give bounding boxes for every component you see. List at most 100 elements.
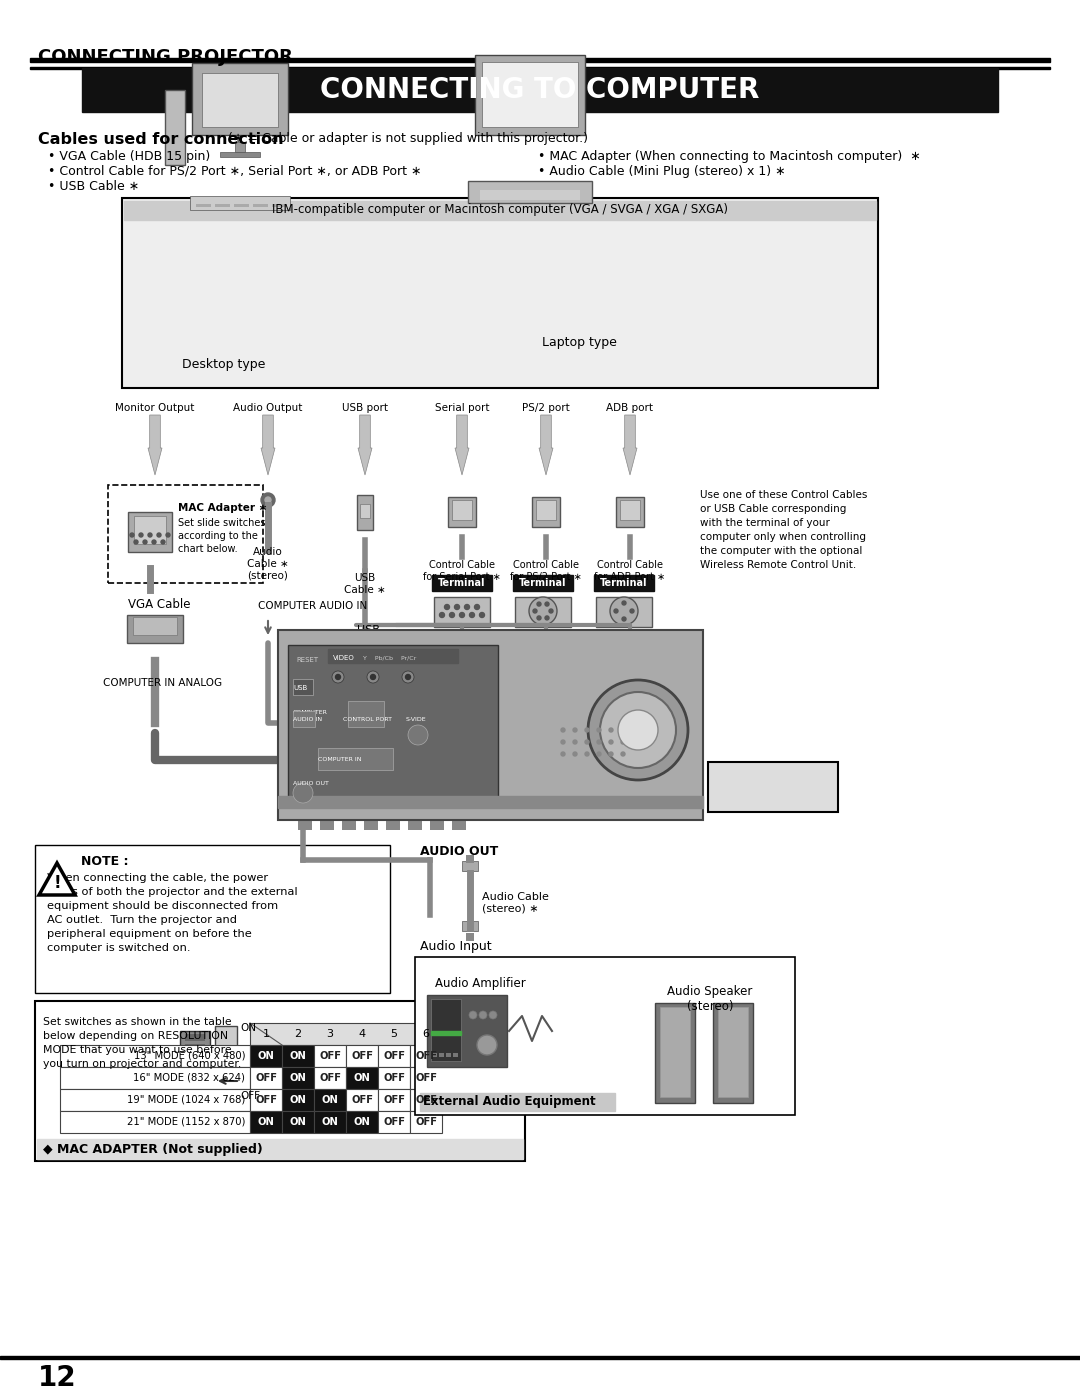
Text: ON: ON: [257, 1118, 274, 1127]
Text: Serial port: Serial port: [435, 402, 489, 414]
Bar: [616, 497, 644, 527]
Bar: [410, 1045, 442, 1067]
Bar: [420, 1092, 615, 1111]
Bar: [378, 1090, 410, 1111]
Text: Control Cable
for ADB Port ∗: Control Cable for ADB Port ∗: [594, 560, 665, 581]
Text: ON: ON: [353, 1073, 370, 1083]
Circle shape: [537, 616, 541, 620]
Circle shape: [618, 710, 658, 750]
Text: Audio Amplifier: Audio Amplifier: [434, 977, 525, 990]
Text: OFF: OFF: [383, 1095, 405, 1105]
Text: 19" MODE (1024 x 768): 19" MODE (1024 x 768): [126, 1095, 245, 1105]
Bar: [378, 1045, 410, 1067]
Circle shape: [561, 752, 565, 756]
Bar: [249, 1067, 282, 1090]
Bar: [378, 1067, 410, 1090]
Text: COMPUTER: COMPUTER: [293, 710, 328, 715]
Text: • Audio Cable (Mini Plug (stereo) x 1) ∗: • Audio Cable (Mini Plug (stereo) x 1) ∗: [538, 165, 785, 177]
Circle shape: [152, 541, 156, 543]
Bar: [192, 63, 288, 136]
Bar: [293, 679, 313, 694]
Text: 6: 6: [422, 1030, 430, 1039]
Polygon shape: [623, 415, 637, 475]
Bar: [434, 597, 490, 627]
Circle shape: [143, 541, 147, 543]
Bar: [348, 701, 384, 726]
Circle shape: [139, 534, 143, 536]
Bar: [190, 196, 291, 210]
Bar: [293, 711, 315, 726]
Text: AUDIO OUT: AUDIO OUT: [420, 845, 498, 858]
Circle shape: [474, 605, 480, 609]
Bar: [620, 500, 640, 520]
Circle shape: [622, 617, 626, 622]
Circle shape: [609, 752, 613, 756]
Bar: [596, 597, 652, 627]
Text: OFF: OFF: [383, 1051, 405, 1060]
Circle shape: [445, 605, 449, 609]
Circle shape: [469, 1011, 477, 1018]
Polygon shape: [357, 415, 372, 475]
Text: MAC Adapter ∗: MAC Adapter ∗: [178, 503, 268, 513]
Circle shape: [449, 612, 455, 617]
Circle shape: [534, 609, 537, 613]
Circle shape: [597, 740, 600, 745]
Bar: [60, 1045, 249, 1067]
Bar: [342, 820, 356, 830]
Circle shape: [609, 728, 613, 732]
Bar: [60, 1067, 249, 1090]
Text: VGA Cable: VGA Cable: [129, 598, 190, 610]
Polygon shape: [39, 863, 75, 895]
Text: OFF: OFF: [351, 1051, 373, 1060]
Bar: [364, 820, 378, 830]
Circle shape: [597, 752, 600, 756]
Text: 2: 2: [295, 1030, 301, 1039]
Bar: [185, 1065, 205, 1071]
Bar: [654, 1003, 696, 1104]
Bar: [215, 1025, 237, 1106]
Text: ON: ON: [322, 1095, 338, 1105]
Bar: [185, 1074, 205, 1081]
Circle shape: [134, 541, 138, 543]
Bar: [430, 820, 444, 830]
Text: S-VIDE: S-VIDE: [406, 717, 427, 722]
Circle shape: [573, 740, 577, 745]
Bar: [314, 1045, 346, 1067]
Circle shape: [464, 605, 470, 609]
Bar: [314, 1090, 346, 1111]
Text: OFF: OFF: [255, 1095, 276, 1105]
Text: Control Cable
for PS/2 Port ∗: Control Cable for PS/2 Port ∗: [510, 560, 582, 581]
Bar: [37, 1139, 523, 1160]
Text: • VGA Cable (HDB 15 pin): • VGA Cable (HDB 15 pin): [48, 149, 211, 163]
Bar: [446, 1053, 451, 1058]
Polygon shape: [261, 415, 275, 475]
Bar: [282, 1090, 314, 1111]
Text: USB: USB: [357, 624, 380, 636]
Bar: [360, 504, 370, 518]
Text: USB: USB: [293, 685, 307, 692]
Text: OFF: OFF: [383, 1073, 405, 1083]
Text: When connecting the cable, the power
cords of both the projector and the externa: When connecting the cable, the power cor…: [48, 873, 298, 953]
Bar: [432, 576, 492, 591]
Bar: [165, 89, 185, 165]
Bar: [427, 995, 507, 1067]
Bar: [0, 1355, 1080, 1397]
Circle shape: [261, 493, 275, 507]
Circle shape: [621, 752, 625, 756]
Text: Monitor Output: Monitor Output: [116, 402, 194, 414]
Bar: [328, 650, 458, 664]
Circle shape: [588, 680, 688, 780]
Bar: [185, 1034, 205, 1041]
Bar: [408, 820, 422, 830]
Text: ON: ON: [322, 1118, 338, 1127]
Text: ON: ON: [289, 1051, 307, 1060]
Bar: [124, 201, 876, 219]
Bar: [215, 204, 230, 207]
Circle shape: [549, 609, 553, 613]
Bar: [220, 152, 260, 156]
Bar: [60, 1090, 249, 1111]
Bar: [127, 615, 183, 643]
Text: ON: ON: [289, 1095, 307, 1105]
Text: PS/2 port: PS/2 port: [522, 402, 570, 414]
Circle shape: [477, 1035, 497, 1055]
